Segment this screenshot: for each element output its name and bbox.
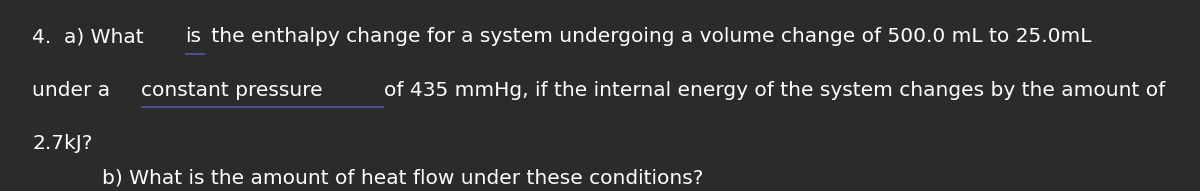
- Text: under a: under a: [32, 80, 116, 100]
- Text: is: is: [185, 27, 200, 46]
- Text: constant pressure: constant pressure: [142, 80, 330, 100]
- Text: the enthalpy change for a system undergoing a volume change of 500.0 mL to 25.0m: the enthalpy change for a system undergo…: [205, 27, 1092, 46]
- Text: 2.7kJ?: 2.7kJ?: [32, 134, 92, 153]
- Text: b) What is the amount of heat flow under these conditions?: b) What is the amount of heat flow under…: [102, 168, 703, 187]
- Text: of 435 mmHg, if the internal energy of the system changes by the amount of: of 435 mmHg, if the internal energy of t…: [384, 80, 1165, 100]
- Text: 4.  a) What: 4. a) What: [32, 27, 150, 46]
